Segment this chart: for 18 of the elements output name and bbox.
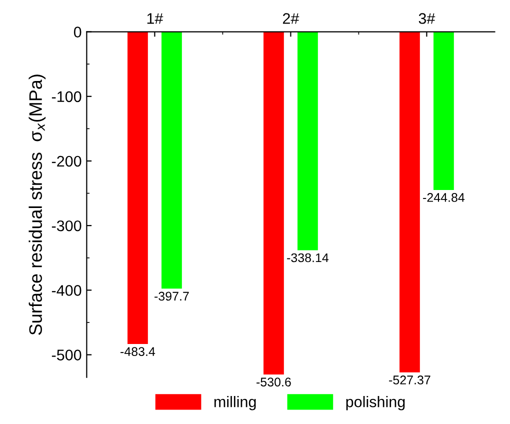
x-tick-label: 2# — [282, 13, 300, 24]
data-label: -397.7 — [154, 292, 189, 301]
y-tick-label: 0 — [74, 26, 82, 38]
y-tick-label: -100 — [52, 91, 82, 102]
data-label: -527.37 — [389, 376, 430, 384]
x-tick-label: 3# — [418, 13, 436, 24]
y-axis-title: Surface residual stress σ$_{x}$(MPa) — [28, 74, 46, 335]
legend-label: milling — [214, 396, 256, 410]
x-tick-label: 1# — [147, 13, 164, 24]
y-tick-label: -200 — [52, 156, 82, 167]
y-tick-label: -300 — [52, 220, 82, 232]
data-label: -338.14 — [287, 253, 329, 262]
legend-label: polishing — [346, 396, 405, 410]
y-tick-label: -500 — [52, 350, 82, 360]
y-tick-label: -400 — [52, 285, 82, 296]
data-label: -244.84 — [423, 193, 465, 202]
data-label: -483.4 — [120, 347, 156, 356]
data-label: -530.6 — [256, 378, 291, 386]
